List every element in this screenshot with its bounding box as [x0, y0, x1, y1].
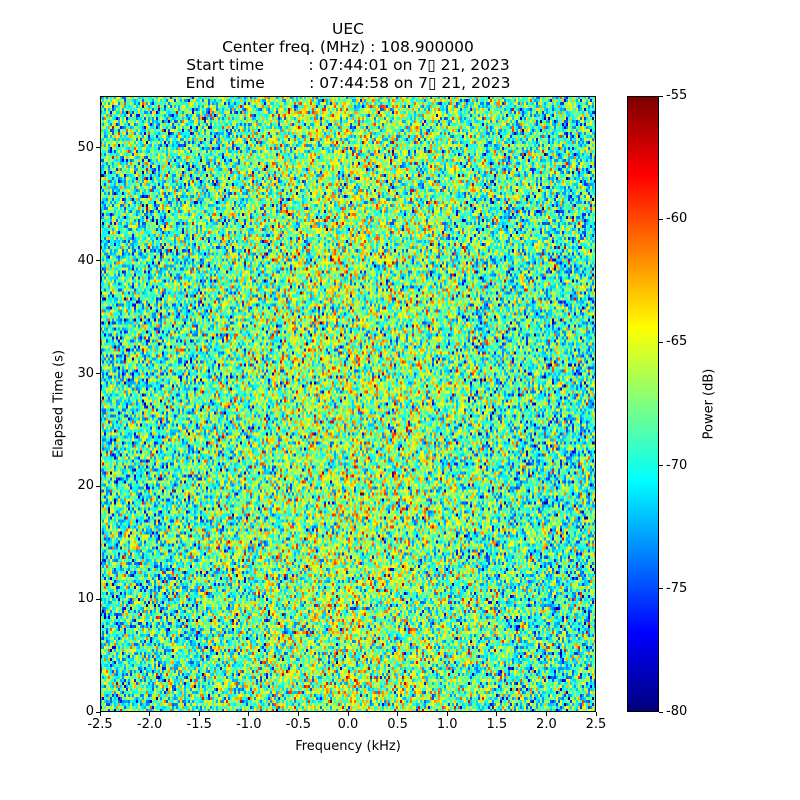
x-tick-label: -2.0: [136, 717, 163, 732]
colorbar-tick-label: -70: [666, 457, 688, 473]
x-tick-mark: [595, 712, 597, 716]
title-line-2: Center freq. (MHz) : 108.900000: [222, 38, 474, 56]
title-line-1: UEC: [332, 20, 364, 38]
colorbar-tick-label: -55: [666, 88, 688, 103]
colorbar-tick-mark: [659, 711, 663, 713]
x-tick-mark: [545, 712, 547, 716]
x-tick-label: 2.0: [536, 717, 557, 732]
y-tick-label: 40: [77, 252, 94, 268]
colorbar-tick-mark: [659, 465, 663, 467]
title-line-4: End time : 07:44:58 on 7▯ 21, 2023: [185, 74, 511, 92]
colorbar: [627, 96, 659, 712]
colorbar-tick-mark: [659, 588, 663, 590]
x-tick-label: 0.5: [387, 717, 408, 732]
x-tick-mark: [446, 712, 448, 716]
title-line-3: Start time : 07:44:01 on 7▯ 21, 2023: [186, 56, 510, 74]
x-tick-mark: [198, 712, 200, 716]
x-tick-label: 2.5: [585, 717, 607, 732]
y-tick-mark: [96, 711, 100, 713]
colorbar-label: Power (dB): [701, 368, 717, 440]
x-tick-label: 0.0: [337, 717, 359, 732]
y-tick-label: 20: [77, 478, 94, 494]
x-tick-label: 1.5: [486, 717, 508, 732]
spectrogram-heatmap: [100, 96, 596, 712]
y-tick-mark: [96, 260, 100, 262]
x-tick-mark: [297, 712, 299, 716]
x-tick-mark: [397, 712, 399, 716]
y-tick-mark: [96, 485, 100, 487]
x-tick-label: -1.0: [236, 717, 262, 732]
colorbar-tick-label: -65: [666, 334, 688, 350]
y-tick-mark: [96, 373, 100, 375]
x-tick-label: 1.0: [436, 717, 458, 732]
x-tick-mark: [99, 712, 101, 716]
x-tick-mark: [496, 712, 498, 716]
colorbar-tick-mark: [659, 95, 663, 97]
colorbar-tick-label: -80: [666, 704, 688, 719]
y-tick-mark: [96, 598, 100, 600]
x-tick-mark: [347, 712, 349, 716]
y-tick-mark: [96, 147, 100, 149]
y-tick-label: 0: [85, 704, 94, 719]
colorbar-tick-mark: [659, 341, 663, 343]
y-tick-label: 30: [77, 365, 94, 381]
y-axis-label: Elapsed Time (s): [51, 349, 67, 459]
y-tick-label: 10: [77, 591, 94, 607]
y-tick-label: 50: [77, 139, 94, 155]
x-tick-mark: [248, 712, 250, 716]
x-tick-label: -2.5: [87, 717, 113, 732]
plot-frame: [100, 96, 596, 712]
x-axis-label: Frequency (kHz): [295, 739, 401, 754]
colorbar-tick-label: -60: [666, 211, 688, 227]
x-tick-mark: [149, 712, 151, 716]
colorbar-tick-label: -75: [666, 580, 688, 596]
colorbar-tick-mark: [659, 218, 663, 220]
x-tick-label: -0.5: [285, 717, 312, 732]
x-tick-label: -1.5: [186, 717, 212, 732]
